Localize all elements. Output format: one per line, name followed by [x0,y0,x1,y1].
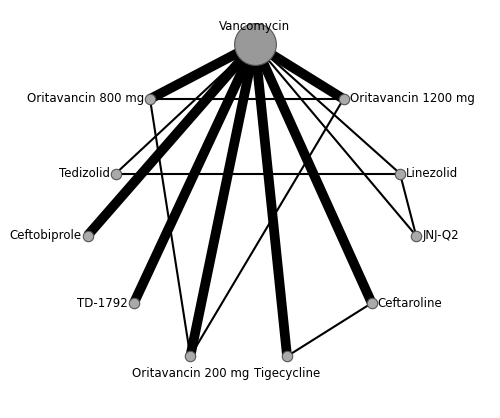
Point [340,96,347,102]
Text: Linezolid: Linezolid [406,167,458,180]
Text: Oritavancin 1200 mg: Oritavancin 1200 mg [350,92,474,105]
Text: Ceftaroline: Ceftaroline [378,296,442,310]
Text: JNJ-Q2: JNJ-Q2 [422,229,459,242]
Point [396,170,404,177]
Point [412,232,420,239]
Text: Ceftobiprole: Ceftobiprole [10,229,82,242]
Point [186,353,194,359]
Point [130,300,138,306]
Point [283,353,291,359]
Point [146,96,154,102]
Point [112,170,120,177]
Text: Vancomycin: Vancomycin [220,20,290,33]
Text: Tigecycline: Tigecycline [254,367,320,380]
Point [368,300,376,306]
Point [84,232,92,239]
Text: Oritavancin 200 mg: Oritavancin 200 mg [132,367,249,380]
Text: Oritavancin 800 mg: Oritavancin 800 mg [26,92,144,105]
Point [251,41,259,47]
Text: TD-1792: TD-1792 [77,296,128,310]
Text: Tedizolid: Tedizolid [58,167,110,180]
